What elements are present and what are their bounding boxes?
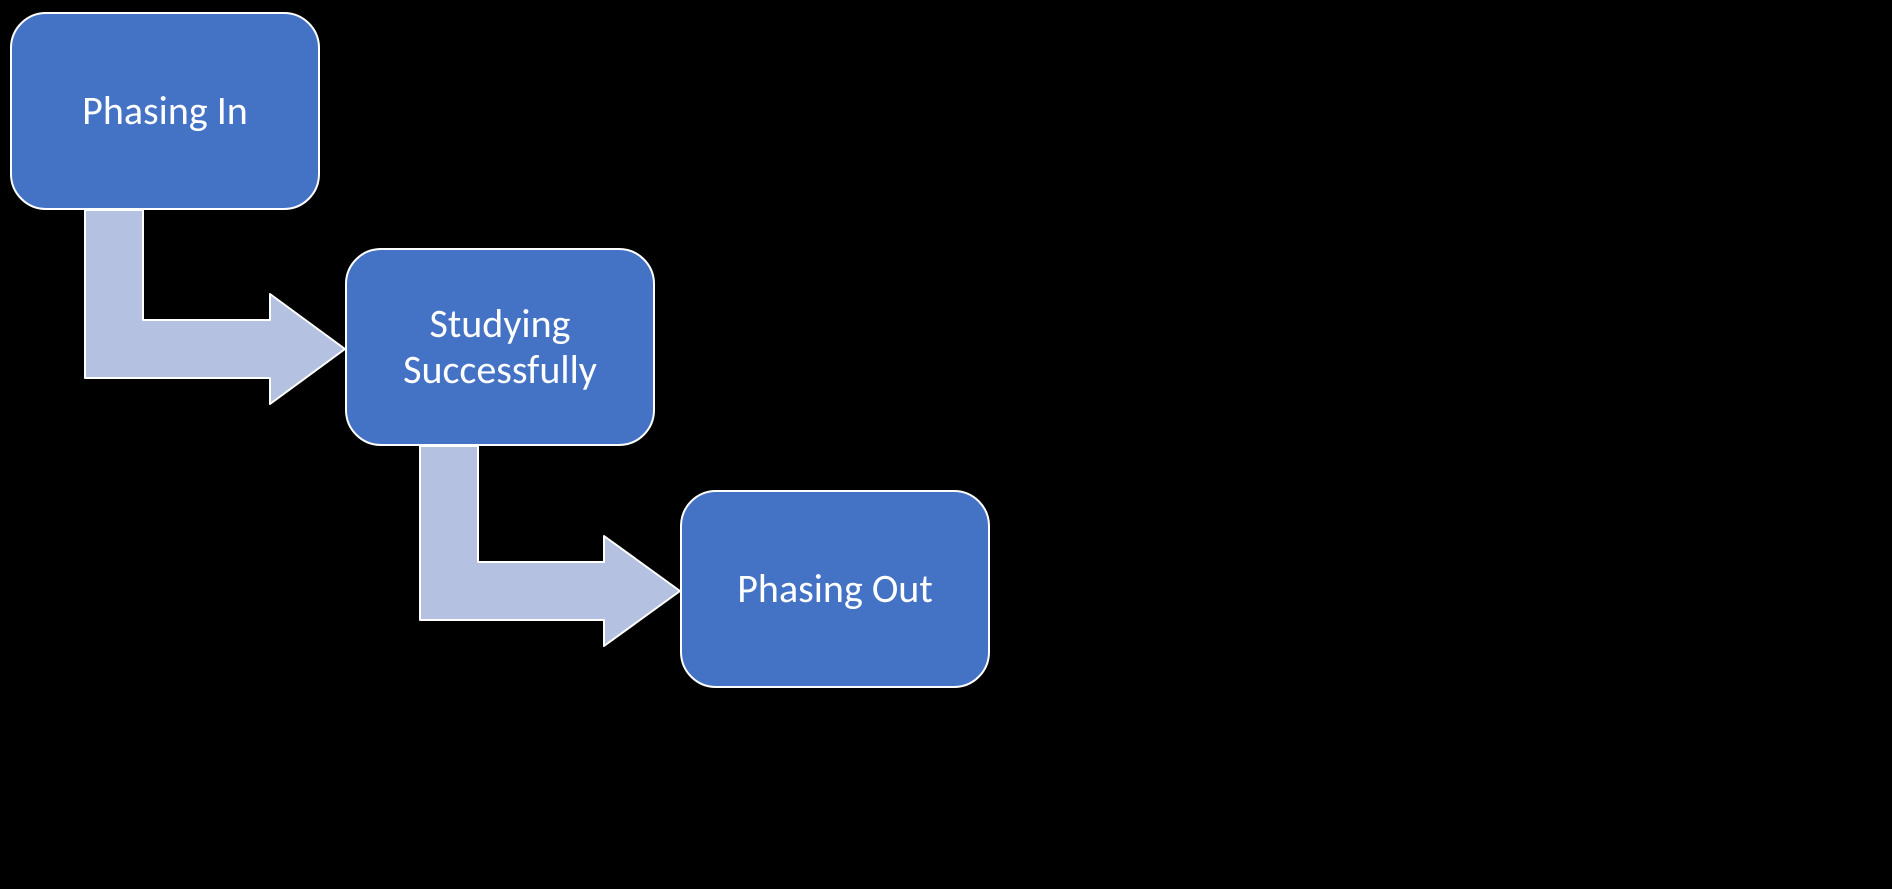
flow-arrow-2 — [0, 0, 1892, 889]
